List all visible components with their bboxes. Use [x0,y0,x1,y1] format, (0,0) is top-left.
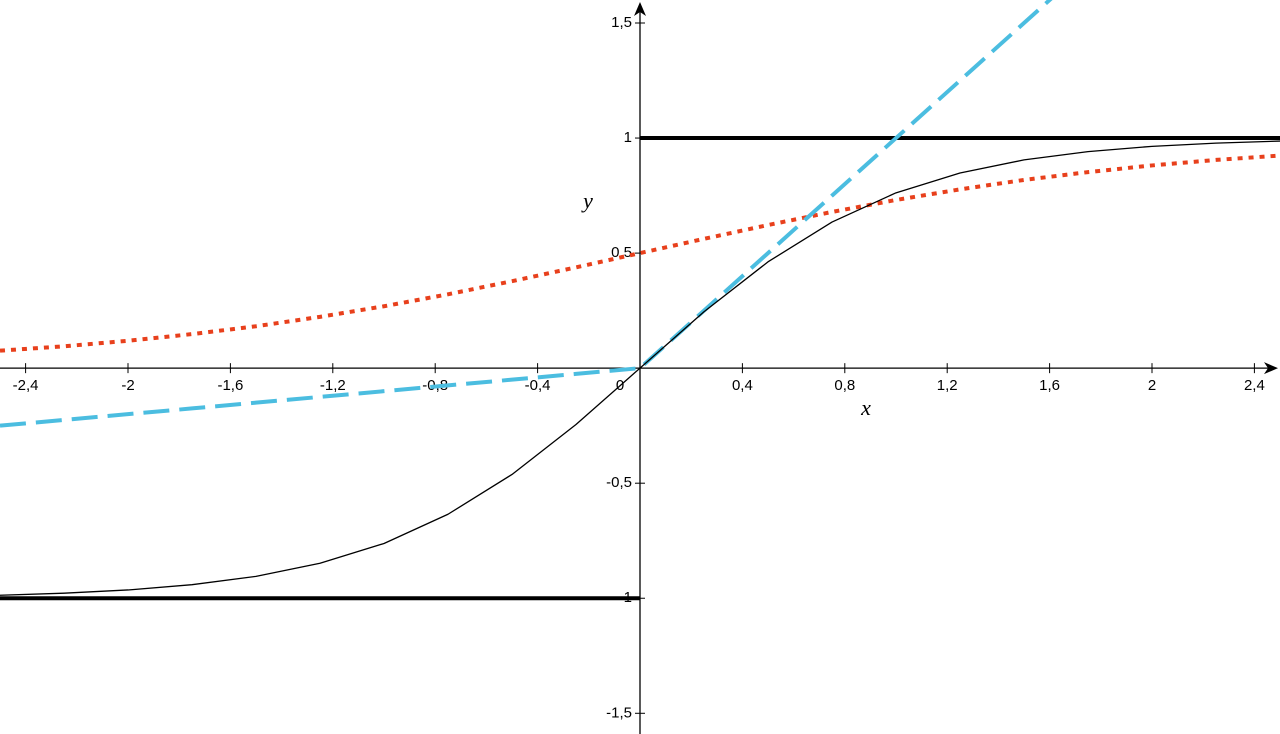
y-tick-label: -1,5 [606,704,632,721]
y-tick-label: -0,5 [606,474,632,491]
y-tick-label: 1 [624,129,632,146]
y-tick-label: 1,5 [611,14,632,31]
y-axis-arrow [634,2,646,16]
x-tick-label: 0,4 [732,377,753,394]
x-tick-label: -2,4 [13,377,39,394]
x-axis-arrow [1264,362,1278,375]
x-tick-label: -1,2 [320,377,346,394]
x-tick-label: 1,2 [937,377,958,394]
y-tick-label: 0,5 [611,244,632,261]
x-tick-label: 0,8 [834,377,855,394]
x-tick-label: -2 [121,377,134,394]
x-tick-label: 1,6 [1039,377,1060,394]
x-tick-label: 2,4 [1244,377,1265,394]
x-axis-label: x [860,395,871,420]
y-axis-label: y [581,188,593,213]
x-tick-label: -0,4 [525,377,551,394]
series-line [0,153,1280,353]
x-tick-label: -1,6 [217,377,243,394]
x-tick-label: 2 [1148,377,1156,394]
series-line [0,140,1280,596]
